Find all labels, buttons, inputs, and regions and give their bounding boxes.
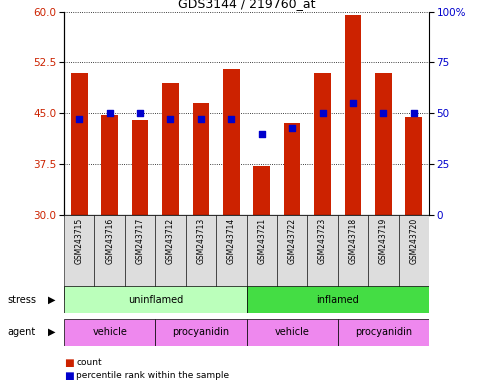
FancyBboxPatch shape bbox=[307, 215, 338, 300]
Text: GSM243712: GSM243712 bbox=[166, 218, 175, 264]
Bar bbox=[71, 73, 88, 215]
Text: vehicle: vehicle bbox=[275, 327, 310, 337]
Bar bbox=[253, 166, 270, 215]
FancyBboxPatch shape bbox=[277, 215, 307, 300]
Title: GDS3144 / 219760_at: GDS3144 / 219760_at bbox=[178, 0, 315, 10]
Text: GSM243721: GSM243721 bbox=[257, 218, 266, 264]
Bar bbox=[102, 115, 118, 215]
Bar bbox=[314, 73, 331, 215]
FancyBboxPatch shape bbox=[64, 319, 155, 346]
Text: uninflamed: uninflamed bbox=[128, 295, 183, 305]
Text: vehicle: vehicle bbox=[92, 327, 127, 337]
Point bbox=[318, 110, 326, 116]
Text: ■: ■ bbox=[64, 371, 74, 381]
Bar bbox=[193, 103, 209, 215]
Text: GSM243719: GSM243719 bbox=[379, 218, 388, 264]
Text: GSM243720: GSM243720 bbox=[409, 218, 418, 264]
Point bbox=[288, 124, 296, 131]
Bar bbox=[223, 69, 240, 215]
Text: GSM243717: GSM243717 bbox=[136, 218, 144, 264]
FancyBboxPatch shape bbox=[64, 286, 246, 313]
Text: ■: ■ bbox=[64, 358, 74, 368]
Bar bbox=[284, 124, 300, 215]
FancyBboxPatch shape bbox=[398, 215, 429, 300]
Text: inflamed: inflamed bbox=[317, 295, 359, 305]
Text: GSM243716: GSM243716 bbox=[105, 218, 114, 264]
Point bbox=[349, 100, 357, 106]
Text: GSM243714: GSM243714 bbox=[227, 218, 236, 264]
Text: GSM243713: GSM243713 bbox=[196, 218, 206, 264]
Bar bbox=[405, 117, 422, 215]
FancyBboxPatch shape bbox=[186, 215, 216, 300]
Point bbox=[136, 110, 144, 116]
FancyBboxPatch shape bbox=[368, 215, 398, 300]
Text: procyanidin: procyanidin bbox=[355, 327, 412, 337]
Bar bbox=[132, 120, 148, 215]
Text: GSM243718: GSM243718 bbox=[349, 218, 357, 264]
Text: ▶: ▶ bbox=[48, 295, 56, 305]
FancyBboxPatch shape bbox=[246, 319, 338, 346]
Text: agent: agent bbox=[7, 327, 35, 337]
Point bbox=[75, 116, 83, 122]
Point bbox=[167, 116, 175, 122]
Text: GSM243715: GSM243715 bbox=[75, 218, 84, 264]
Text: count: count bbox=[76, 358, 102, 367]
Bar bbox=[162, 83, 179, 215]
FancyBboxPatch shape bbox=[338, 215, 368, 300]
FancyBboxPatch shape bbox=[155, 319, 246, 346]
Bar bbox=[345, 15, 361, 215]
FancyBboxPatch shape bbox=[95, 215, 125, 300]
Point bbox=[258, 131, 266, 137]
Text: ▶: ▶ bbox=[48, 327, 56, 337]
Text: stress: stress bbox=[7, 295, 36, 305]
FancyBboxPatch shape bbox=[155, 215, 186, 300]
Bar bbox=[375, 73, 391, 215]
Text: GSM243723: GSM243723 bbox=[318, 218, 327, 264]
Text: GSM243722: GSM243722 bbox=[287, 218, 297, 264]
FancyBboxPatch shape bbox=[246, 286, 429, 313]
FancyBboxPatch shape bbox=[125, 215, 155, 300]
Point bbox=[227, 116, 235, 122]
Point bbox=[106, 110, 113, 116]
Point bbox=[380, 110, 387, 116]
Point bbox=[410, 110, 418, 116]
FancyBboxPatch shape bbox=[216, 215, 246, 300]
Text: percentile rank within the sample: percentile rank within the sample bbox=[76, 371, 230, 380]
Text: procyanidin: procyanidin bbox=[173, 327, 229, 337]
FancyBboxPatch shape bbox=[64, 215, 95, 300]
FancyBboxPatch shape bbox=[246, 215, 277, 300]
Point bbox=[197, 116, 205, 122]
FancyBboxPatch shape bbox=[338, 319, 429, 346]
